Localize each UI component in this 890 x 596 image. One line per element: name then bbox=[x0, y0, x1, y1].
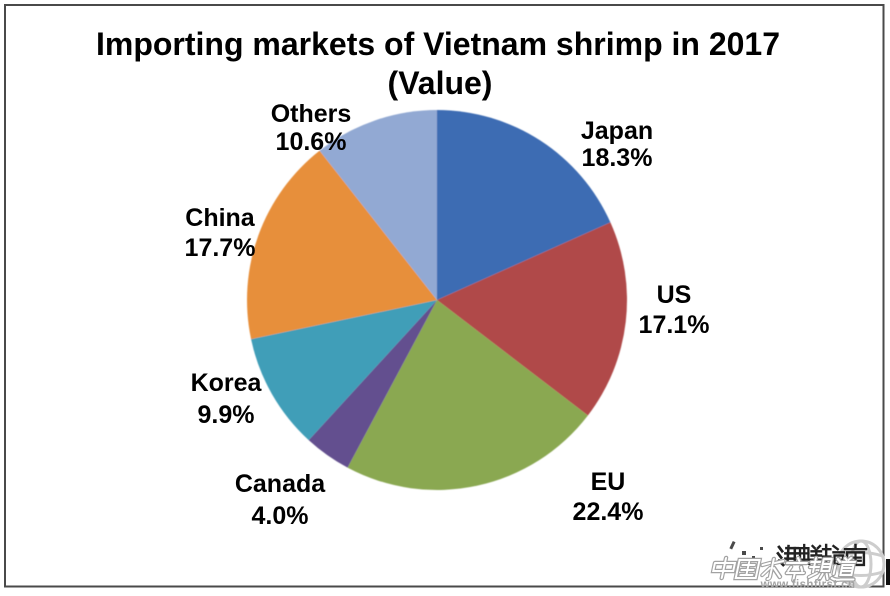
svg-text:Japan: Japan bbox=[581, 117, 653, 145]
svg-text:18.3%: 18.3% bbox=[582, 144, 653, 172]
svg-text:17.1%: 17.1% bbox=[639, 311, 710, 339]
svg-text:Importing markets of Vietnam s: Importing markets of Vietnam shrimp in 2… bbox=[96, 26, 780, 62]
svg-text:4.0%: 4.0% bbox=[252, 502, 309, 530]
svg-text:(Value): (Value) bbox=[388, 65, 493, 101]
svg-text:Korea: Korea bbox=[191, 369, 263, 397]
svg-text:Others: Others bbox=[271, 100, 352, 128]
svg-text:22.4%: 22.4% bbox=[573, 498, 644, 526]
svg-text:10.6%: 10.6% bbox=[276, 128, 347, 156]
svg-text:Canada: Canada bbox=[235, 470, 326, 498]
svg-text:EU: EU bbox=[591, 468, 626, 496]
svg-text:www.fishfirst.cn: www.fishfirst.cn bbox=[760, 579, 856, 591]
svg-text:US: US bbox=[657, 281, 692, 309]
svg-text:9.9%: 9.9% bbox=[198, 401, 255, 429]
svg-text:China: China bbox=[185, 204, 256, 232]
svg-text:17.7%: 17.7% bbox=[185, 234, 256, 262]
